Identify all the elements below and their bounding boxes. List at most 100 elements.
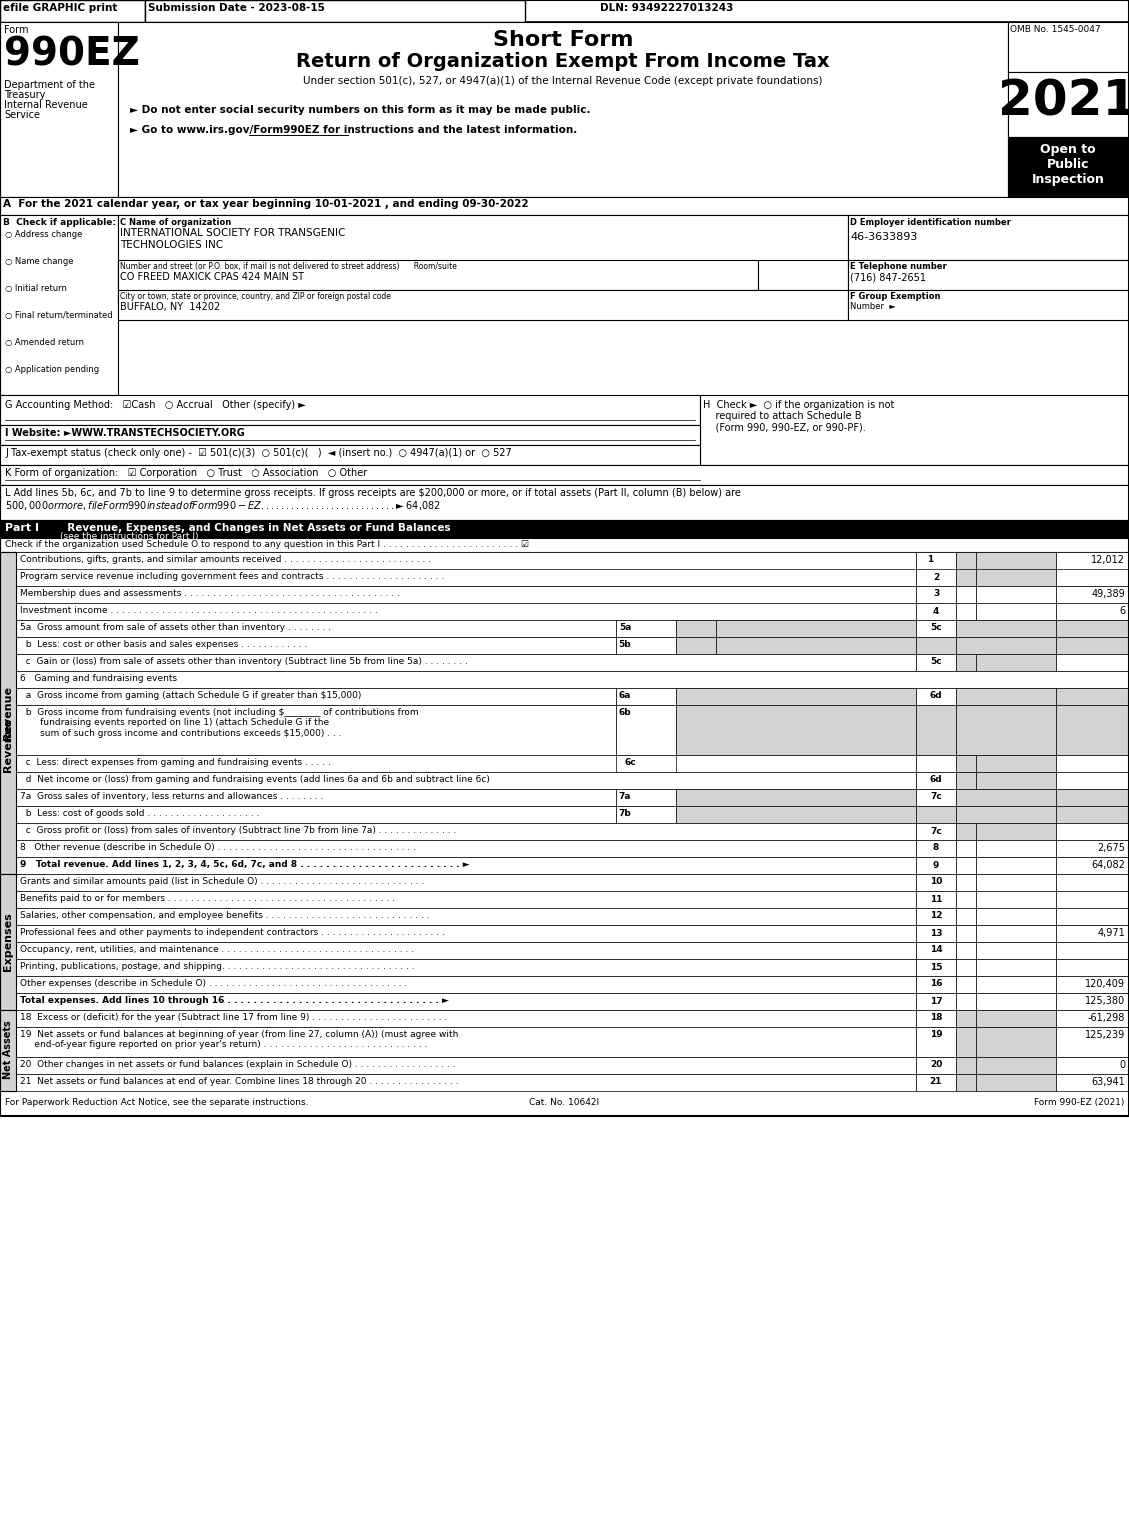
Bar (676, 621, 716, 637)
Text: 18: 18 (930, 1013, 943, 1022)
Text: ○ Amended return: ○ Amended return (5, 339, 84, 348)
Bar (956, 1074, 975, 1090)
Text: 6   Gaming and fundraising events: 6 Gaming and fundraising events (20, 674, 177, 683)
Bar (956, 976, 975, 993)
Bar (0, 445, 700, 465)
Text: 20  Other changes in net assets or fund balances (explain in Schedule O) . . . .: 20 Other changes in net assets or fund b… (20, 1060, 455, 1069)
Bar (700, 395, 1129, 465)
Text: 125,239: 125,239 (1085, 1029, 1124, 1040)
Bar (1056, 824, 1129, 840)
Bar (16, 807, 616, 824)
Bar (1056, 1026, 1129, 1057)
Text: 6: 6 (1119, 605, 1124, 616)
Bar (676, 705, 916, 755)
Text: Treasury: Treasury (5, 90, 45, 101)
Bar (956, 1026, 975, 1057)
Text: 6a: 6a (619, 691, 631, 700)
Bar (16, 772, 916, 788)
Bar (0, 874, 16, 1010)
Text: ○ Name change: ○ Name change (5, 258, 73, 265)
Bar (676, 688, 916, 705)
Bar (0, 0, 1129, 21)
Bar (0, 538, 1129, 552)
Text: 120,409: 120,409 (1085, 979, 1124, 990)
Bar (956, 688, 1056, 705)
Text: Number and street (or P.O. box, if mail is not delivered to street address)     : Number and street (or P.O. box, if mail … (120, 262, 457, 271)
Bar (975, 1074, 1056, 1090)
Bar (956, 824, 975, 840)
Text: Check if the organization used Schedule O to respond to any question in this Par: Check if the organization used Schedule … (5, 540, 530, 549)
Bar (145, 0, 525, 21)
Text: 0: 0 (1119, 1060, 1124, 1071)
Bar (975, 891, 1056, 907)
Bar (758, 259, 848, 290)
Bar (916, 705, 956, 755)
Bar (0, 520, 1129, 538)
Text: 990EZ: 990EZ (5, 35, 140, 73)
Bar (0, 552, 16, 936)
Bar (616, 688, 676, 705)
Bar (975, 942, 1056, 959)
Bar (956, 654, 975, 671)
Bar (916, 891, 956, 907)
Bar (916, 569, 956, 586)
Text: c  Gain or (loss) from sale of assets other than inventory (Subtract line 5b fro: c Gain or (loss) from sale of assets oth… (20, 657, 467, 666)
Bar (16, 705, 616, 755)
Bar (975, 654, 1056, 671)
Bar (956, 942, 975, 959)
Bar (1056, 637, 1129, 654)
Bar (956, 993, 975, 1010)
Text: b  Gross income from fundraising events (not including $________ of contribution: b Gross income from fundraising events (… (20, 708, 419, 738)
Text: Part I: Part I (5, 523, 40, 534)
Bar (0, 485, 1129, 520)
Bar (16, 637, 616, 654)
Text: ○ Address change: ○ Address change (5, 230, 82, 239)
Bar (16, 569, 916, 586)
Text: c  Gross profit or (loss) from sales of inventory (Subtract line 7b from line 7a: c Gross profit or (loss) from sales of i… (20, 827, 456, 836)
Bar (16, 907, 916, 926)
Text: 8: 8 (933, 843, 939, 852)
Bar (0, 1096, 1129, 1113)
Bar (1056, 807, 1129, 824)
Text: L Add lines 5b, 6c, and 7b to line 9 to determine gross receipts. If gross recei: L Add lines 5b, 6c, and 7b to line 9 to … (5, 488, 741, 499)
Bar (1056, 959, 1129, 976)
Bar (916, 907, 956, 926)
Bar (956, 1057, 975, 1074)
Bar (975, 755, 1056, 772)
Bar (975, 602, 1056, 621)
Text: TECHNOLOGIES INC: TECHNOLOGIES INC (120, 239, 224, 250)
Text: 3: 3 (933, 590, 939, 598)
Bar (1056, 857, 1129, 874)
Text: B  Check if applicable:: B Check if applicable: (3, 218, 116, 227)
Bar (676, 807, 916, 824)
Text: 15: 15 (930, 962, 943, 971)
Bar (1056, 1057, 1129, 1074)
Text: H  Check ►  ○ if the organization is not: H Check ► ○ if the organization is not (703, 400, 894, 410)
Text: G Accounting Method:   ☑Cash   ○ Accrual   Other (specify) ►: G Accounting Method: ☑Cash ○ Accrual Oth… (5, 400, 306, 410)
Text: Number  ►: Number ► (850, 302, 895, 311)
Text: Department of the: Department of the (5, 79, 95, 90)
Text: ► Do not enter social security numbers on this form as it may be made public.: ► Do not enter social security numbers o… (130, 105, 590, 114)
Bar (916, 1057, 956, 1074)
Bar (975, 1026, 1056, 1057)
Bar (0, 465, 1129, 485)
Bar (1056, 874, 1129, 891)
Text: 7c: 7c (930, 791, 942, 801)
Bar (975, 840, 1056, 857)
Bar (716, 621, 916, 637)
Bar (975, 1057, 1056, 1074)
Text: 64,082: 64,082 (1091, 860, 1124, 869)
Text: 11: 11 (930, 895, 943, 903)
Text: Membership dues and assessments . . . . . . . . . . . . . . . . . . . . . . . . : Membership dues and assessments . . . . … (20, 589, 400, 598)
Bar (1056, 788, 1129, 807)
Bar (975, 959, 1056, 976)
Bar (1008, 72, 1129, 137)
Text: Open to
Public
Inspection: Open to Public Inspection (1032, 143, 1104, 186)
Text: K Form of organization:   ☑ Corporation   ○ Trust   ○ Association   ○ Other: K Form of organization: ☑ Corporation ○ … (5, 468, 367, 477)
Bar (956, 602, 975, 621)
Text: I Website: ►WWW.TRANSTECHSOCIETY.ORG: I Website: ►WWW.TRANSTECHSOCIETY.ORG (5, 429, 245, 438)
Bar (1056, 755, 1129, 772)
Text: 125,380: 125,380 (1085, 996, 1124, 1006)
Bar (916, 637, 956, 654)
Bar (16, 602, 916, 621)
